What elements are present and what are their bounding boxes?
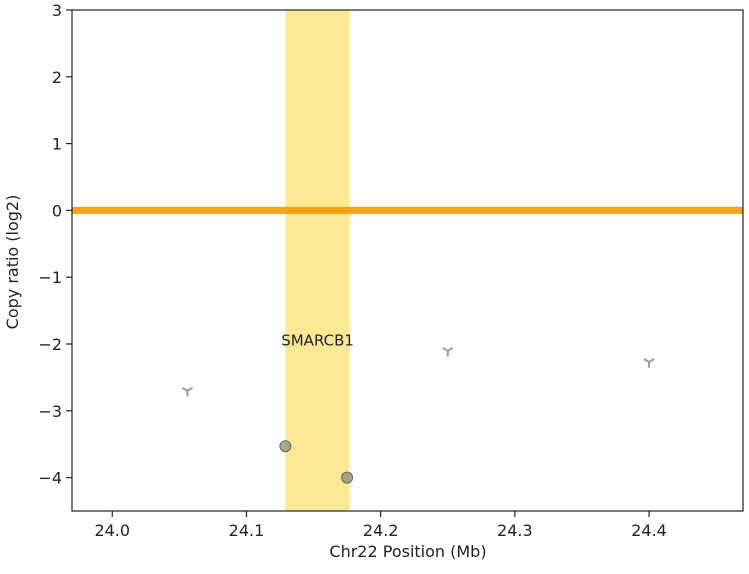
- x-tick-label-3: 24.3: [497, 521, 533, 540]
- y-tick-label-0: 3: [52, 1, 62, 20]
- bin-point-tri-1: [442, 347, 454, 357]
- y-tick-label-5: −2: [38, 335, 62, 354]
- y-axis-label: Copy ratio (log2): [3, 195, 22, 330]
- y-tick-label-2: 1: [52, 135, 62, 154]
- bin-point-tri-0: [182, 387, 193, 397]
- plot-area: SMARCB1: [72, 10, 743, 511]
- plot-content: [72, 10, 743, 511]
- y-tick-label-4: −1: [38, 268, 62, 287]
- bin-point-circle-1: [341, 471, 354, 484]
- bin-point-circle-0: [279, 440, 292, 453]
- x-tick-label-4: 24.4: [631, 521, 667, 540]
- y-tick-label-1: 2: [52, 68, 62, 87]
- x-tick-label-0: 24.0: [94, 521, 130, 540]
- bin-point-tri-2: [643, 358, 655, 369]
- x-axis-label: Chr22 Position (Mb): [329, 542, 486, 561]
- y-tick-label-3: 0: [52, 201, 62, 220]
- gene-highlight-band: [285, 10, 350, 511]
- x-tick-label-1: 24.1: [229, 521, 265, 540]
- gene-label: SMARCB1: [281, 332, 354, 350]
- x-tick-label-2: 24.2: [363, 521, 399, 540]
- y-tick-label-7: −4: [38, 469, 62, 488]
- axes: 24.0 24.1 24.2 24.3 24.4 3 2 1 0 −1 −2 −3 −4: [38, 1, 744, 540]
- y-tick-label-6: −3: [38, 402, 62, 421]
- axes-frame: [71, 9, 744, 512]
